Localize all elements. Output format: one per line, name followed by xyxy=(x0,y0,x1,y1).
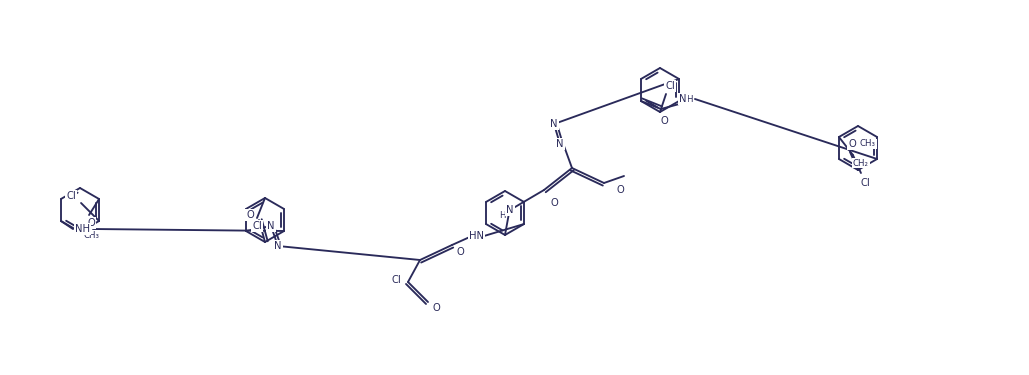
Text: O: O xyxy=(246,210,254,220)
Text: O: O xyxy=(456,247,464,257)
Text: O: O xyxy=(848,139,856,149)
Text: Cl: Cl xyxy=(252,221,261,231)
Text: Cl: Cl xyxy=(665,81,675,91)
Text: N: N xyxy=(557,139,564,149)
Text: Cl: Cl xyxy=(66,191,76,201)
Text: O: O xyxy=(660,116,668,126)
Text: O: O xyxy=(616,185,624,195)
Text: Cl: Cl xyxy=(391,275,401,285)
Text: Cl: Cl xyxy=(860,178,870,188)
Text: H: H xyxy=(499,210,505,219)
Text: N: N xyxy=(274,241,282,251)
Text: N: N xyxy=(506,205,513,215)
Text: O: O xyxy=(551,198,558,208)
Text: CH₃: CH₃ xyxy=(860,140,876,148)
Text: CH₂: CH₂ xyxy=(853,159,868,168)
Text: N: N xyxy=(679,94,686,104)
Text: NH: NH xyxy=(75,224,91,234)
Text: N: N xyxy=(268,221,275,231)
Text: HN: HN xyxy=(468,231,484,241)
Text: O: O xyxy=(87,218,95,228)
Text: CH₃: CH₃ xyxy=(83,231,99,240)
Text: H: H xyxy=(685,94,693,104)
Text: O: O xyxy=(432,303,439,313)
Text: N: N xyxy=(551,119,558,129)
